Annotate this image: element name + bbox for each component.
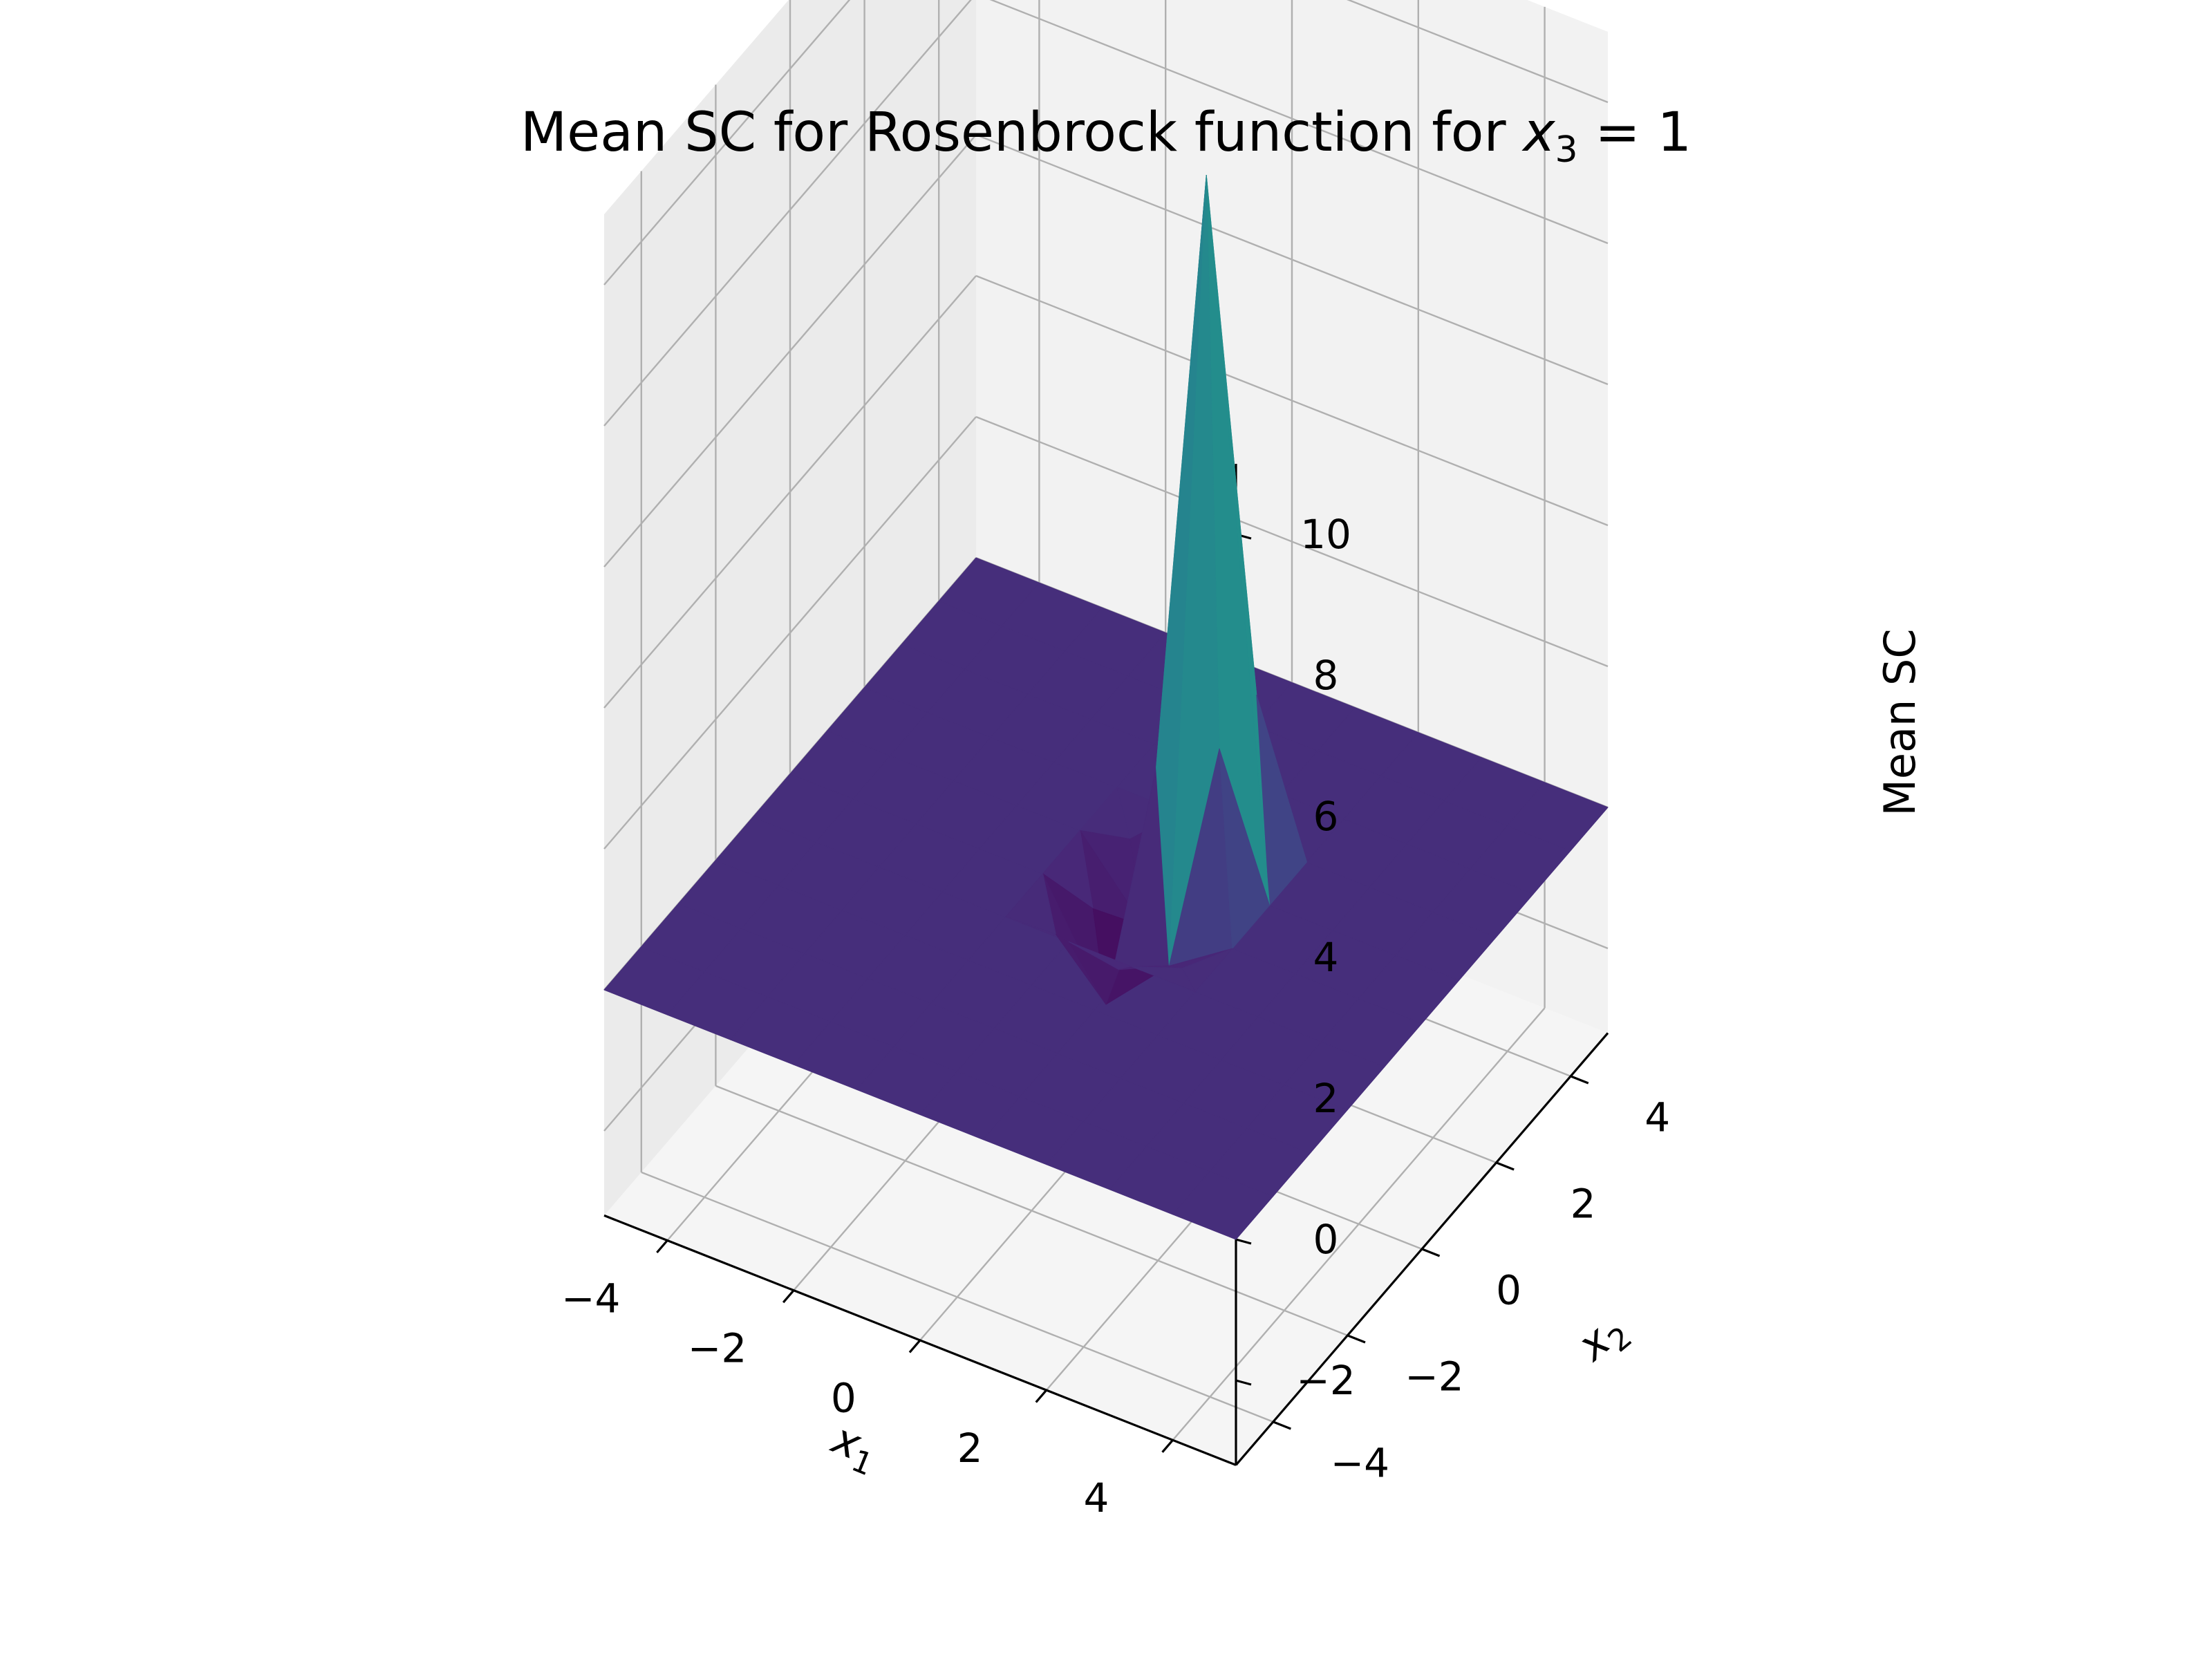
grid-line-left-z: [603, 0, 851, 285]
surface-patch: [1507, 782, 1609, 851]
grid-line-floor-y: [715, 1085, 1348, 1337]
chart-title-prefix: Mean SC for Rosenbrock function for: [521, 102, 1524, 164]
x-tick-label: 0: [831, 1375, 856, 1422]
x-axis-label: x1: [822, 1412, 886, 1483]
x-axis-line: [603, 1214, 1237, 1466]
grid-line-back-z: [975, 133, 1609, 386]
y-axis-line: [1235, 1032, 1609, 1466]
grid-line-left-z: [603, 134, 977, 568]
grid-line-left-z: [603, 275, 977, 709]
x-tick: [656, 1239, 668, 1254]
y-tick: [1421, 1248, 1441, 1257]
y-tick: [1570, 1075, 1589, 1085]
z-tick-label: 8: [1313, 652, 1339, 699]
y-tick: [1496, 1161, 1515, 1171]
z-tick-label: 10: [1300, 511, 1351, 558]
z-tick: [1235, 1379, 1252, 1386]
chart-title: Mean SC for Rosenbrock function for x3 =…: [521, 102, 1691, 171]
grid-line-back-z: [1347, 0, 1609, 104]
tick-labels: −4 −2 0 2 4 −4 −2 0 2 4 −2 0 2 4 6 8 10: [561, 511, 1670, 1521]
x-tick-label: −2: [688, 1324, 747, 1371]
surface: [603, 175, 1609, 1240]
z-tick-label: 4: [1313, 934, 1339, 981]
z-tick: [1235, 1238, 1252, 1245]
z-tick-label: 2: [1313, 1075, 1339, 1122]
y-tick-label: −2: [1405, 1353, 1464, 1400]
grid-line-left-z: [603, 416, 977, 850]
x-tick-label: 2: [957, 1425, 983, 1472]
y-tick-label: 2: [1571, 1181, 1596, 1228]
y-tick-label: 4: [1644, 1094, 1670, 1141]
z-tick-label: −2: [1296, 1357, 1356, 1404]
surface-facet: [1132, 966, 1196, 993]
x-tick-label: −4: [561, 1275, 621, 1322]
grid-line-back-z: [975, 415, 1609, 668]
x-tick: [1035, 1389, 1048, 1403]
surface-facet: [1256, 694, 1307, 906]
grid-line-back-z: [975, 274, 1609, 527]
chart-title-math-sub: 3: [1555, 129, 1578, 171]
grid-line-floor-y: [641, 1171, 1274, 1423]
z-axis-label: Mean SC: [1875, 628, 1925, 816]
x-tick: [1161, 1439, 1174, 1453]
x-tick: [908, 1339, 921, 1353]
y-tick-label: −4: [1331, 1440, 1390, 1487]
chart-title-math-rest: = 1: [1578, 102, 1692, 164]
z-tick-label: 0: [1313, 1216, 1339, 1263]
y-tick: [1347, 1334, 1366, 1344]
y-tick-label: 0: [1496, 1267, 1521, 1314]
y-tick: [1273, 1421, 1291, 1430]
z-tick-label: 6: [1313, 793, 1339, 840]
x-tick: [782, 1289, 795, 1304]
x-tick-label: 4: [1083, 1474, 1109, 1521]
chart-title-math-var: x: [1521, 102, 1555, 164]
y-axis-label: x2: [1566, 1303, 1638, 1376]
grid-line-back-z: [989, 0, 1609, 245]
surface-facet: [1219, 748, 1271, 949]
grid-line-left-z: [603, 0, 972, 427]
